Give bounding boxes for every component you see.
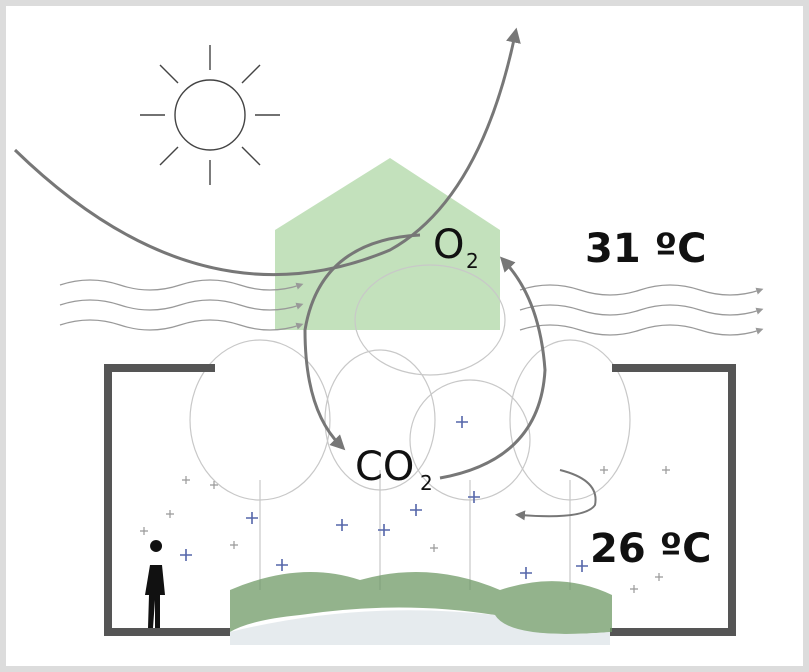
ground [230,610,610,645]
o2-label: O [433,222,464,268]
o2-subscript: 2 [466,249,479,273]
inside-cycle-arrow [515,469,597,521]
vegetation [230,572,612,634]
co2-to-o2-arrow [439,256,547,480]
trees [189,264,631,590]
outside-temperature: 31 ºC [585,226,707,272]
co2-subscript: 2 [420,471,433,495]
co2-label: CO [355,444,414,490]
sun-path-arrow [13,27,521,276]
person [145,540,165,628]
building-left [104,364,230,636]
o2-to-co2-arrow [303,233,421,451]
house-shape [275,158,500,330]
wind [59,279,764,336]
sun [140,45,280,185]
particles [140,416,670,593]
building-right [610,364,736,636]
inside-temperature: 26 ºC [590,526,712,572]
canvas [6,6,803,666]
